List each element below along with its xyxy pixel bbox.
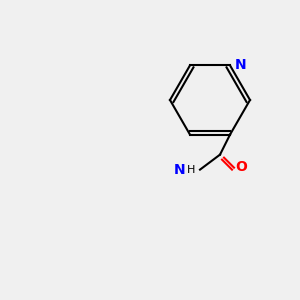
Text: O: O (235, 160, 247, 174)
Text: H: H (187, 165, 195, 175)
Text: N: N (173, 163, 185, 177)
Text: N: N (235, 58, 247, 72)
